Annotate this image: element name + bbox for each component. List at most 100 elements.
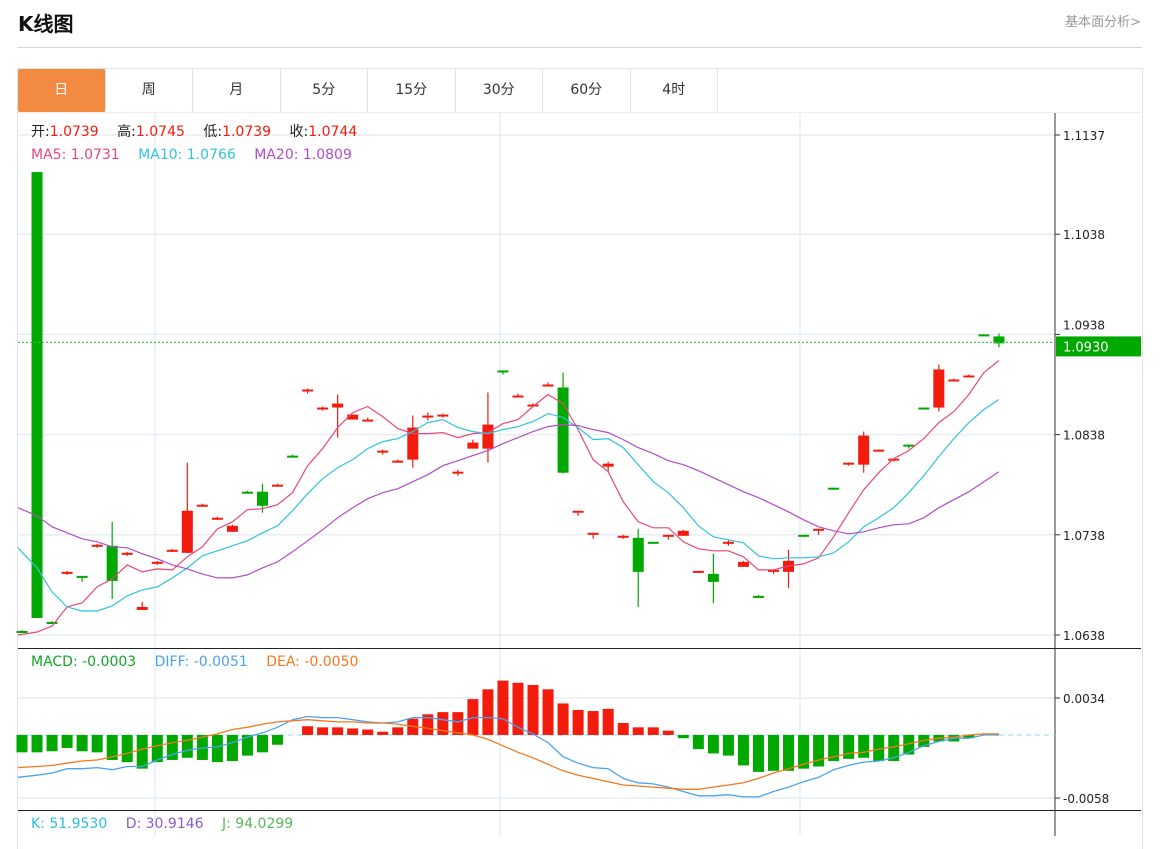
macd-bar <box>647 727 659 735</box>
ma10-legend: MA10: 1.0766 <box>138 147 236 163</box>
candle-up <box>136 606 148 610</box>
candle-up <box>91 544 103 547</box>
candle-up <box>61 571 73 574</box>
dea-value: DEA: -0.0050 <box>266 654 359 670</box>
macd-bar <box>241 734 253 756</box>
macd-bar <box>737 734 749 766</box>
close-value: 1.0744 <box>308 124 358 140</box>
candle-up <box>362 419 374 422</box>
candle-up <box>452 471 464 474</box>
candle-up <box>272 484 284 487</box>
macd-bar <box>527 684 539 735</box>
macd-bar <box>377 731 389 735</box>
y-tick-label: 1.0738 <box>1063 529 1105 543</box>
candle-down <box>647 541 659 544</box>
candle-up <box>181 510 193 553</box>
macd-bar <box>16 734 28 753</box>
macd-bar <box>106 734 118 760</box>
divider <box>17 47 1142 48</box>
macd-bar <box>632 727 644 735</box>
candle-down <box>256 491 268 506</box>
candle-down <box>76 575 88 578</box>
candle-up <box>587 532 599 535</box>
tab-30min[interactable]: 30分 <box>456 69 543 112</box>
candle-down <box>46 621 58 624</box>
candle-down <box>903 444 915 447</box>
kdj-legend: K: 51.9530 D: 30.9146 J: 94.0299 <box>31 816 293 833</box>
dea-line <box>17 719 999 790</box>
macd-bar <box>707 734 719 754</box>
macd-bar <box>61 734 73 748</box>
candle-up <box>677 530 689 536</box>
macd-bar <box>617 723 629 735</box>
low-value: 1.0739 <box>222 124 272 140</box>
candle-down <box>828 487 840 490</box>
candle-up <box>858 435 870 465</box>
tab-15min[interactable]: 15分 <box>368 69 456 112</box>
close-label: 收: <box>289 124 309 140</box>
macd-bar <box>136 734 148 769</box>
candle-up <box>467 442 479 449</box>
macd-bar <box>211 734 223 763</box>
ma5-line <box>17 360 1000 636</box>
macd-bar <box>332 727 344 735</box>
candle-up <box>542 384 554 387</box>
macd-value: MACD: -0.0003 <box>31 654 137 670</box>
macd-bar <box>452 712 464 735</box>
macd-bar <box>692 734 704 750</box>
macd-bar <box>572 709 584 735</box>
candle-down <box>106 545 118 581</box>
candle-up <box>211 517 223 520</box>
macd-bar <box>392 727 404 735</box>
macd-tick-label: -0.0058 <box>1063 792 1109 806</box>
tab-60min[interactable]: 60分 <box>543 69 631 112</box>
ohlc-legend: 开:1.0739 高:1.0745 低:1.0739 收:1.0744 <box>31 124 357 141</box>
candle-up <box>407 427 419 460</box>
candle-up <box>948 379 960 382</box>
macd-bar <box>783 734 795 771</box>
candle-up <box>512 395 524 398</box>
fundamental-analysis-link[interactable]: 基本面分析> <box>1065 15 1141 30</box>
candle-up <box>813 528 825 531</box>
candle-up <box>422 415 434 418</box>
candle-up <box>482 424 494 449</box>
macd-bar <box>497 680 509 735</box>
candle-up <box>392 460 404 463</box>
macd-bar <box>181 734 193 758</box>
macd-bar <box>31 734 43 753</box>
candle-up <box>737 561 749 567</box>
tab-4hour[interactable]: 4时 <box>631 69 718 112</box>
candle-up <box>196 504 208 507</box>
k-value: K: 51.9530 <box>31 816 108 832</box>
tab-day[interactable]: 日 <box>18 69 106 112</box>
tab-month[interactable]: 月 <box>193 69 281 112</box>
tab-week[interactable]: 周 <box>106 69 193 112</box>
macd-bar <box>272 734 284 745</box>
candle-down <box>31 172 43 618</box>
macd-bar <box>512 682 524 735</box>
candle-up <box>121 552 133 555</box>
macd-bar <box>963 734 975 739</box>
macd-bar <box>317 727 329 735</box>
candle-down <box>497 370 509 373</box>
candle-up <box>317 407 329 410</box>
macd-bar <box>677 734 689 739</box>
macd-bar <box>542 689 554 735</box>
candle-up <box>151 561 163 564</box>
page-title: K线图 <box>18 12 74 36</box>
tab-5min[interactable]: 5分 <box>281 69 368 112</box>
macd-bar <box>768 734 779 771</box>
macd-bar <box>91 734 103 753</box>
high-value: 1.0745 <box>135 124 185 140</box>
high-label: 高: <box>117 124 136 140</box>
candle-up <box>226 525 238 532</box>
macd-bar <box>557 703 569 735</box>
candle-up <box>843 462 855 465</box>
candle-up <box>602 463 614 467</box>
macd-bar <box>752 734 764 772</box>
macd-bar <box>256 734 268 753</box>
j-value: J: 94.0299 <box>222 816 294 832</box>
candle-up <box>933 369 945 408</box>
chart-container <box>17 68 1143 849</box>
